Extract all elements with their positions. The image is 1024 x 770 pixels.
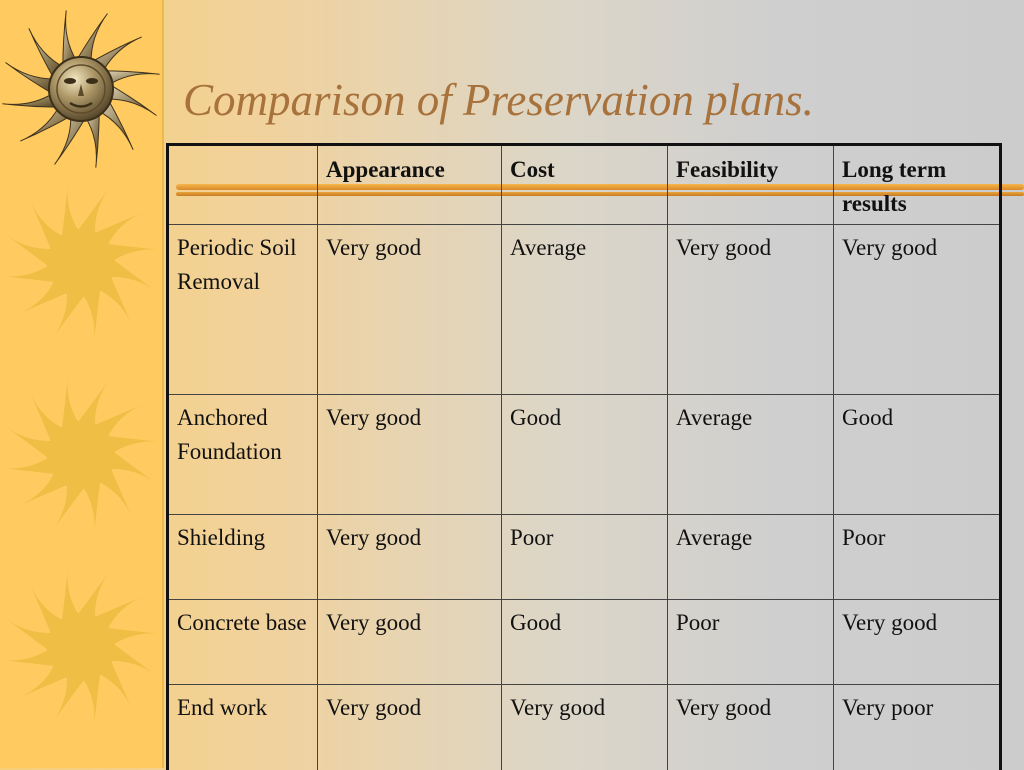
sun-ray: [80, 475, 101, 534]
sun-ray: [83, 108, 100, 168]
sun-ray: [80, 667, 101, 726]
cost-cell: Good: [501, 394, 668, 515]
sun-ray: [105, 82, 157, 116]
table-row: Concrete base Very good Good Poor Very g…: [167, 599, 1001, 685]
sun-ray: [100, 70, 160, 87]
sun-ray: [73, 572, 110, 623]
sun-ray: [20, 104, 74, 142]
sun-ray: [54, 113, 88, 165]
feasibility-cell: Very good: [667, 684, 834, 770]
sun-ray: [28, 28, 66, 82]
sun-ray: [6, 618, 57, 655]
sun-ray: [105, 447, 156, 484]
appearance-cell: Very good: [317, 684, 502, 770]
long-term-cell: Very good: [833, 224, 1001, 395]
row-label-cell: Concrete base: [167, 599, 318, 685]
sun-ray: [74, 13, 108, 65]
feasibility-cell: Poor: [667, 599, 834, 685]
feasibility-cell: Average: [667, 514, 834, 600]
sun-icon: [2, 184, 160, 342]
appearance-cell: Very good: [317, 224, 502, 395]
header-cell-cost: Cost: [501, 144, 668, 225]
feasibility-cell: Average: [667, 394, 834, 515]
table-row: Periodic Soil Removal Very good Average …: [167, 224, 1001, 395]
sun-ray: [61, 184, 82, 243]
sun-ray: [2, 646, 62, 667]
sun-ray: [52, 479, 89, 530]
header-row: Appearance Cost Feasibility Long term re…: [167, 144, 1001, 225]
sun-ray: [101, 627, 160, 648]
table-row: End work Very good Very good Very good V…: [167, 684, 1001, 770]
feasibility-cell: Very good: [667, 224, 834, 395]
sun-icon: [2, 376, 160, 534]
sun-ray: [6, 426, 57, 463]
sun-face-icon: [2, 10, 160, 168]
row-label-cell: End work: [167, 684, 318, 770]
long-term-cell: Very good: [833, 599, 1001, 685]
header-cell-long-term-results: Long term results: [833, 144, 1001, 225]
sun-ray: [73, 188, 110, 239]
sun-ray: [61, 376, 82, 435]
sun-icon: [2, 568, 160, 726]
long-term-cell: Very poor: [833, 684, 1001, 770]
sun-ray: [88, 36, 142, 74]
sun-ray: [52, 671, 89, 722]
cost-cell: Average: [501, 224, 668, 395]
sun-ray: [101, 243, 160, 264]
long-term-cell: Poor: [833, 514, 1001, 600]
appearance-cell: Very good: [317, 599, 502, 685]
slide-title: Comparison of Preservation plans.: [183, 75, 814, 125]
long-term-cell: Good: [833, 394, 1001, 515]
cost-cell: Good: [501, 599, 668, 685]
sun-ray: [73, 380, 110, 431]
sun-ray: [2, 262, 62, 283]
comparison-table: Appearance Cost Feasibility Long term re…: [166, 143, 1002, 770]
header-cell-feasibility: Feasibility: [667, 144, 834, 225]
table-row: Anchored Foundation Very good Good Avera…: [167, 394, 1001, 515]
sun-ray: [52, 287, 89, 338]
band-edge: [162, 0, 164, 768]
header-cell-appearance: Appearance: [317, 144, 502, 225]
sun-ray: [62, 10, 79, 70]
sun-ray: [61, 568, 82, 627]
sun-ray: [101, 435, 160, 456]
sun-ray: [105, 639, 156, 676]
sun-ray: [2, 91, 62, 108]
cost-cell: Poor: [501, 514, 668, 600]
table-row: Shielding Very good Poor Average Poor: [167, 514, 1001, 600]
sun-ray: [105, 255, 156, 292]
row-label-cell: Shielding: [167, 514, 318, 600]
sun-ray: [96, 96, 134, 150]
sun-ray: [2, 454, 62, 475]
row-label-cell: Anchored Foundation: [167, 394, 318, 515]
row-label-cell: Periodic Soil Removal: [167, 224, 318, 395]
sun-ray: [80, 283, 101, 342]
header-cell-empty: [167, 144, 318, 225]
appearance-cell: Very good: [317, 514, 502, 600]
sun-ray: [6, 234, 57, 271]
appearance-cell: Very good: [317, 394, 502, 515]
cost-cell: Very good: [501, 684, 668, 770]
sun-ray: [5, 62, 57, 96]
